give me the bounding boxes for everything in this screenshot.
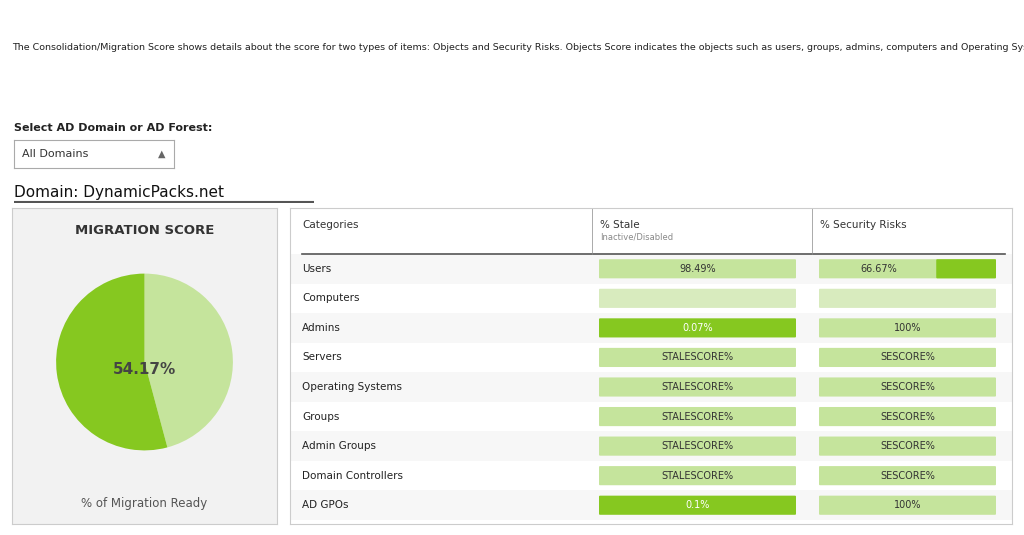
Text: SESCORE%: SESCORE% (880, 382, 935, 392)
Text: AD GPOs: AD GPOs (302, 500, 348, 510)
FancyBboxPatch shape (599, 437, 796, 456)
FancyBboxPatch shape (936, 259, 996, 278)
Text: Computers: Computers (302, 293, 359, 303)
Bar (290, 372, 1012, 402)
Text: Users: Users (302, 264, 331, 274)
Wedge shape (144, 273, 232, 447)
Bar (290, 254, 1012, 284)
Text: STALESCORE%: STALESCORE% (662, 411, 733, 422)
FancyBboxPatch shape (819, 495, 996, 515)
Text: Servers: Servers (302, 353, 342, 362)
Text: 0.07%: 0.07% (682, 323, 713, 333)
FancyBboxPatch shape (599, 348, 796, 367)
Text: STALESCORE%: STALESCORE% (662, 471, 733, 480)
Text: Admin Groups: Admin Groups (302, 441, 376, 451)
Text: 54.17%: 54.17% (113, 362, 176, 377)
FancyBboxPatch shape (819, 348, 996, 367)
Text: Categories: Categories (302, 220, 358, 230)
Text: 0.1%: 0.1% (685, 500, 710, 510)
Text: Consolidation/Migration Score: Consolidation/Migration Score (14, 10, 319, 28)
Text: Groups: Groups (302, 411, 339, 422)
Text: The Consolidation/Migration Score shows details about the score for two types of: The Consolidation/Migration Score shows … (12, 43, 1024, 52)
FancyBboxPatch shape (819, 259, 996, 278)
Text: STALESCORE%: STALESCORE% (662, 382, 733, 392)
FancyBboxPatch shape (599, 495, 796, 515)
FancyBboxPatch shape (599, 259, 796, 278)
FancyBboxPatch shape (819, 289, 996, 308)
FancyBboxPatch shape (599, 377, 796, 396)
Text: Domain: DynamicPacks.net: Domain: DynamicPacks.net (14, 185, 224, 200)
Text: STALESCORE%: STALESCORE% (662, 441, 733, 451)
Wedge shape (56, 273, 167, 450)
Text: 98.49%: 98.49% (679, 264, 716, 274)
Text: Inactive/Disabled: Inactive/Disabled (600, 232, 673, 241)
Text: Admins: Admins (302, 323, 341, 333)
FancyBboxPatch shape (819, 318, 996, 338)
Text: SESCORE%: SESCORE% (880, 471, 935, 480)
Text: % Stale: % Stale (600, 220, 640, 230)
Text: MIGRATION SCORE: MIGRATION SCORE (75, 224, 214, 237)
Text: % Security Risks: % Security Risks (820, 220, 906, 230)
Bar (290, 431, 1012, 461)
Text: Operating Systems: Operating Systems (302, 382, 402, 392)
FancyBboxPatch shape (599, 407, 796, 426)
FancyBboxPatch shape (819, 407, 996, 426)
Text: 100%: 100% (894, 323, 922, 333)
Text: SESCORE%: SESCORE% (880, 441, 935, 451)
FancyBboxPatch shape (599, 318, 796, 338)
Text: All Domains: All Domains (22, 149, 88, 159)
Text: % of Migration Ready: % of Migration Ready (81, 497, 208, 510)
Text: 66.67%: 66.67% (860, 264, 897, 274)
Text: Domain Controllers: Domain Controllers (302, 471, 403, 480)
Text: SESCORE%: SESCORE% (880, 353, 935, 362)
FancyBboxPatch shape (819, 437, 996, 456)
FancyBboxPatch shape (819, 466, 996, 485)
Text: 100%: 100% (894, 500, 922, 510)
Text: STALESCORE%: STALESCORE% (662, 353, 733, 362)
FancyBboxPatch shape (599, 466, 796, 485)
Text: Select AD Domain or AD Forest:: Select AD Domain or AD Forest: (14, 123, 212, 133)
Bar (290, 313, 1012, 342)
Bar (290, 491, 1012, 520)
FancyBboxPatch shape (599, 289, 796, 308)
FancyBboxPatch shape (819, 377, 996, 396)
Text: ▲: ▲ (159, 149, 166, 159)
Text: SESCORE%: SESCORE% (880, 411, 935, 422)
